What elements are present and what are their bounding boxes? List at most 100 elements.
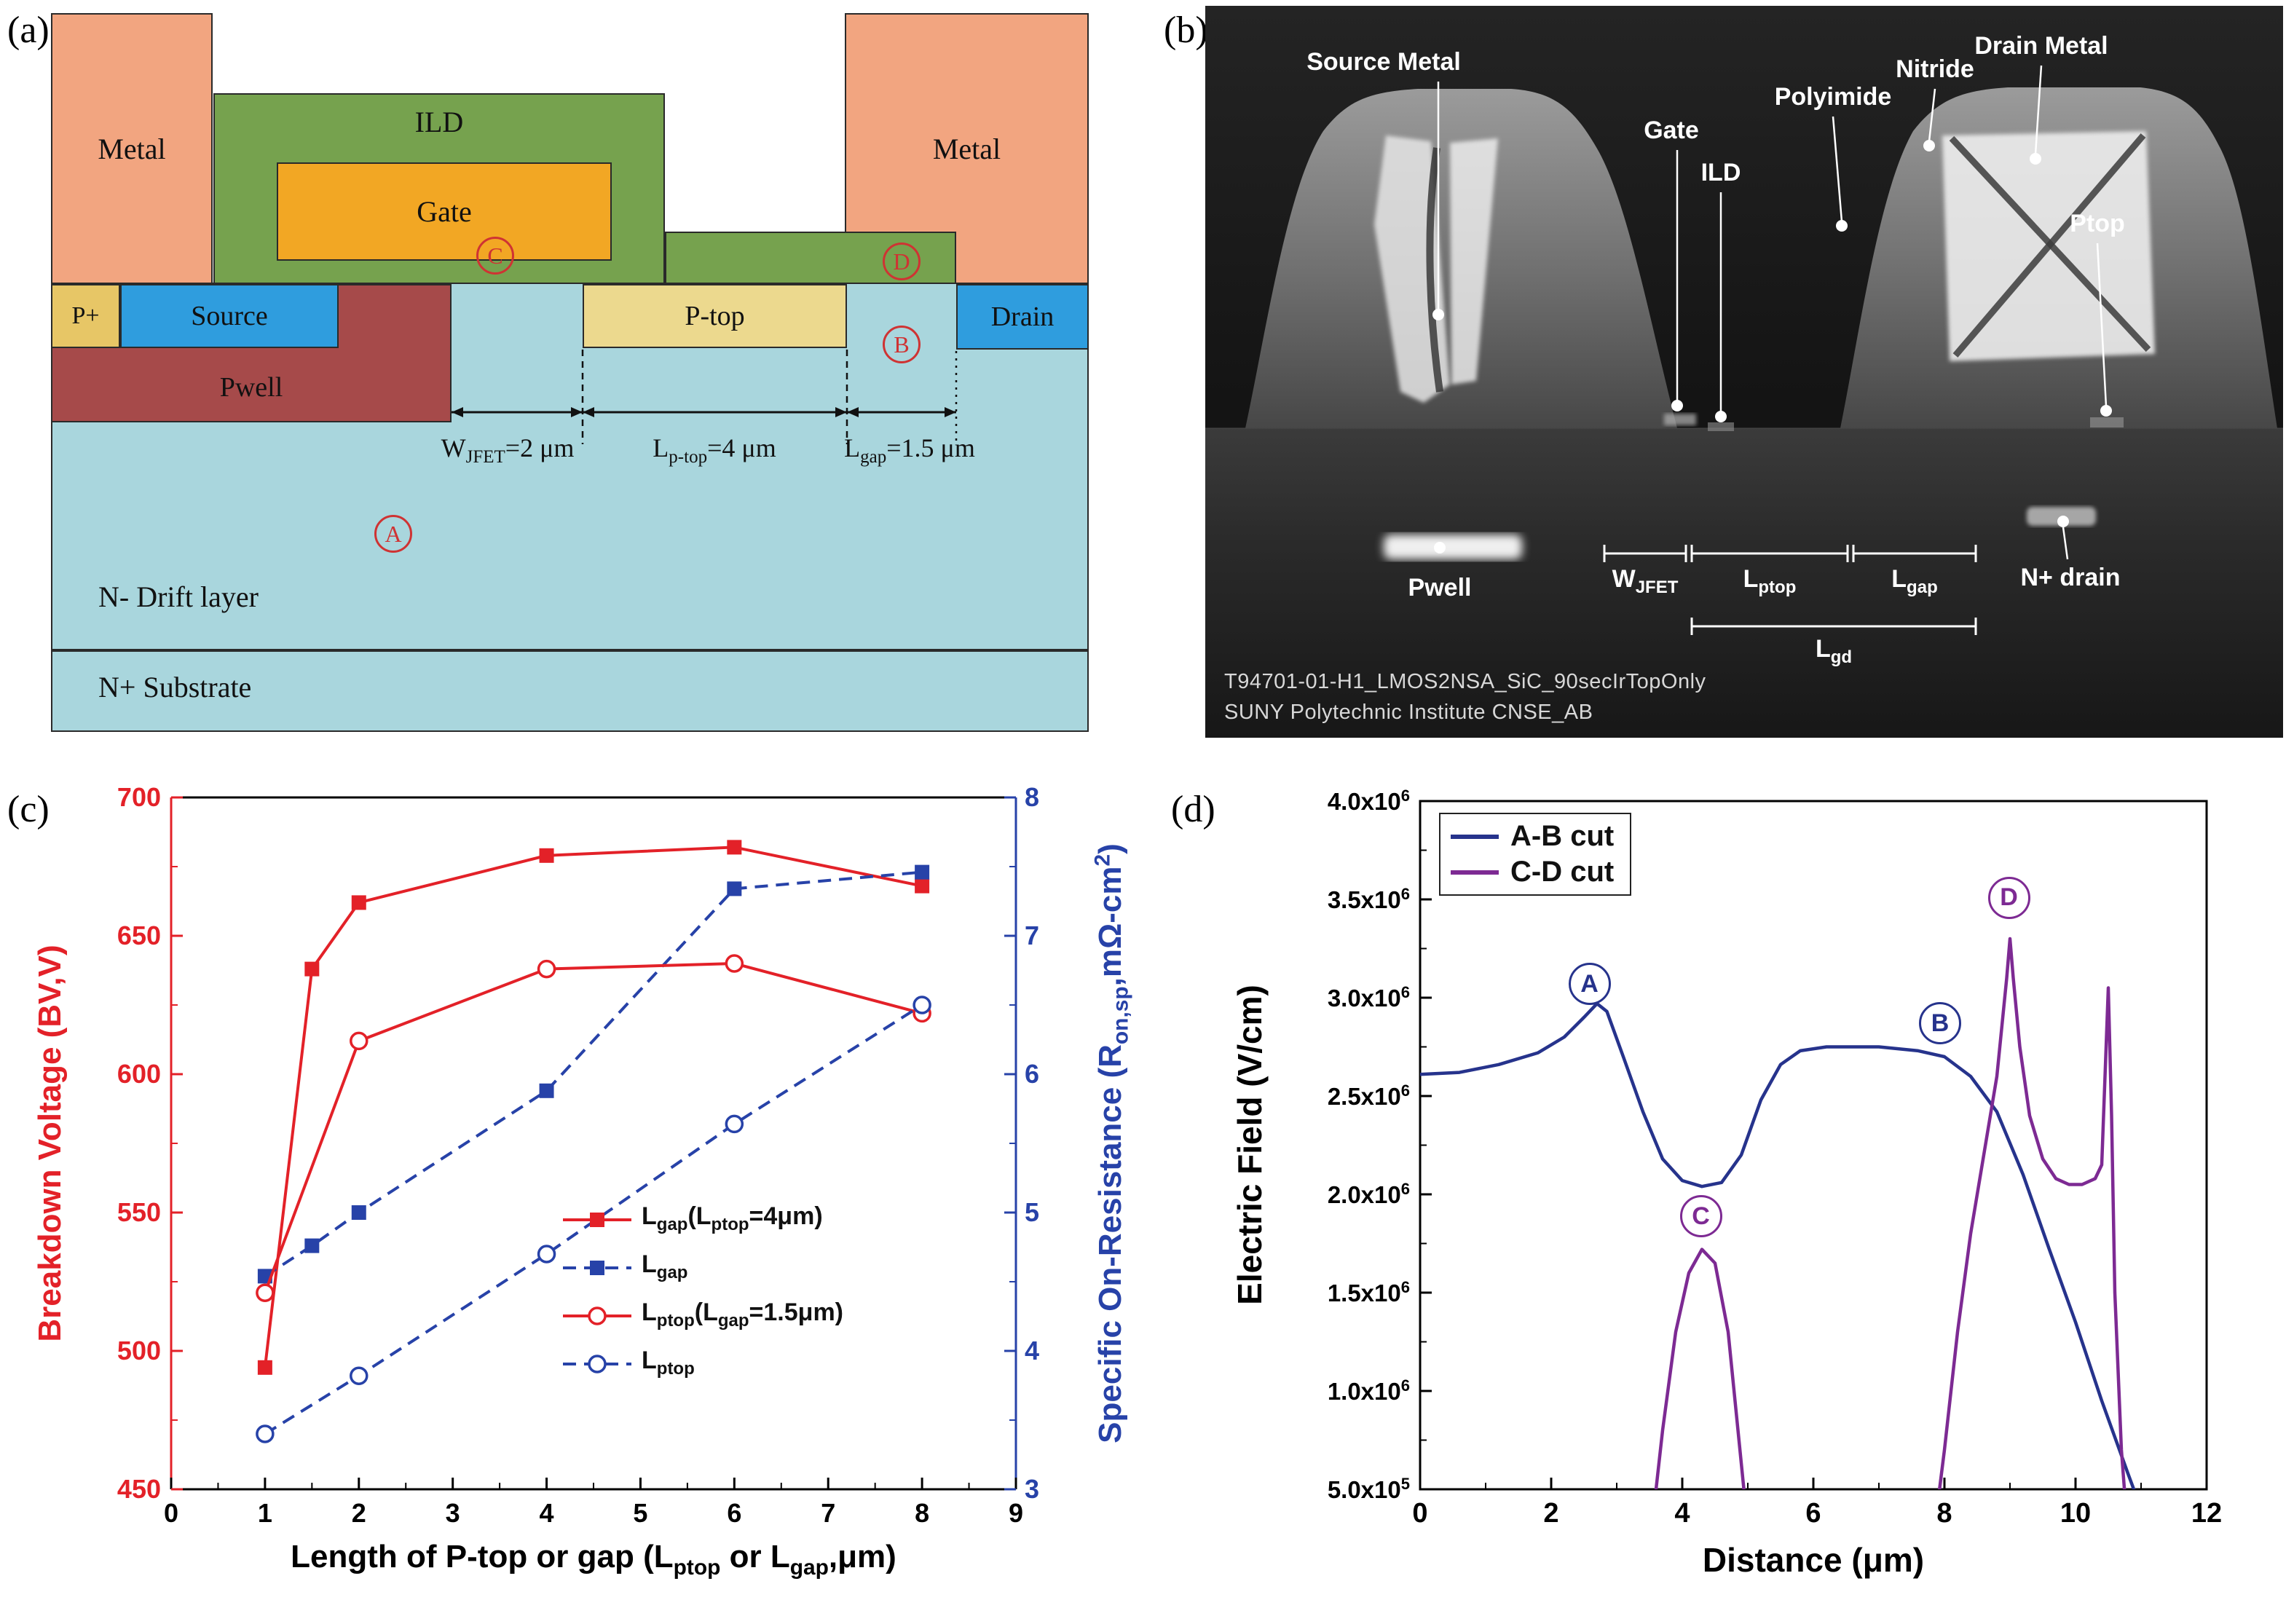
series-line: [1420, 1001, 2136, 1489]
d-legend-row: A-B cut: [1451, 820, 1614, 853]
c-x-tick-label: 1: [257, 1498, 272, 1528]
series-line: [263, 845, 923, 1368]
c-x-tick-label: 8: [915, 1498, 930, 1528]
sem-label-lgd: Lgd: [1815, 635, 1853, 667]
panel-d-chart: Electric Field (V/cm) Distance (μm) 5.0x…: [1202, 783, 2287, 1620]
n-substrate-region: [51, 650, 1089, 732]
sem-label-wjfet: WJFET: [1612, 565, 1679, 597]
c-right-tick-label: 6: [1025, 1059, 1040, 1089]
c-right-tick-label: 4: [1025, 1336, 1040, 1365]
substrate-label: N+ Substrate: [98, 671, 252, 703]
series-line: [264, 1004, 923, 1435]
d-y-tick-label: 3.5x106: [1327, 885, 1410, 913]
panel-a-device-schematic: Metal Metal ILD Gate Pwell P+ Source P-t…: [18, 13, 1154, 763]
measurement-brackets: [1603, 545, 1977, 635]
metal-left-region: Metal: [51, 13, 213, 284]
c-x-axis-title: Length of P-top or gap (Lptop or Lgap,μm…: [291, 1539, 896, 1580]
c-x-tick-label: 4: [539, 1498, 554, 1528]
d-y-tick-label: 1.5x106: [1327, 1278, 1410, 1306]
series-marker: [539, 1083, 554, 1098]
drain-label: Drain: [990, 301, 1055, 332]
sem-label-polyimide: Polyimide: [1774, 83, 1892, 111]
sem-label-nitride: Nitride: [1896, 55, 1974, 83]
c-right-axis-title: Specific On-Resistance (Ron,sp,mΩ-cm2): [1090, 843, 1133, 1443]
c-left-tick-label: 650: [117, 921, 161, 950]
wjfet-dimension-label: WJFET=2 μm: [441, 433, 575, 468]
drift-layer-label: N- Drift layer: [98, 580, 259, 613]
p-top-region: P-top: [583, 284, 847, 348]
label-dots: [1432, 140, 2112, 553]
series-marker: [590, 1213, 604, 1227]
d-y-tick-label: 2.0x106: [1327, 1180, 1410, 1208]
c-x-tick-label: 3: [445, 1498, 460, 1528]
sem-label-ild: ILD: [1700, 159, 1741, 186]
d-y-tick-label: 2.5x106: [1327, 1081, 1410, 1110]
marker-a-circle: A: [374, 515, 412, 553]
series-marker: [257, 1360, 272, 1375]
label-connector-lines: [1437, 65, 2108, 560]
c-x-tick-label: 5: [633, 1498, 648, 1528]
metal-right-label: Metal: [932, 132, 1001, 165]
lptop-dimension-label: Lp-top=4 μm: [653, 433, 776, 468]
d-annotation-a: A: [1568, 963, 1611, 1006]
series-marker: [725, 954, 744, 973]
c-left-tick-label: 700: [117, 782, 161, 812]
c-x-tick-label: 2: [351, 1498, 366, 1528]
series-marker: [588, 1355, 607, 1373]
c-legend-label: Lptop(Lgap=1.5μm): [642, 1298, 844, 1331]
ild-label: ILD: [414, 106, 464, 138]
source-region: Source: [120, 284, 339, 348]
pwell-label: Pwell: [219, 372, 283, 403]
series-marker: [256, 1283, 275, 1302]
gate-label: Gate: [417, 195, 472, 228]
sem-caption-line2: SUNY Polytechnic Institute CNSE_AB: [1224, 701, 1593, 724]
p-plus-label: P+: [71, 302, 100, 329]
marker-c-circle: C: [476, 237, 514, 275]
series-line: [264, 870, 923, 1278]
series-marker: [727, 881, 742, 896]
c-legend-label: Lgap: [642, 1250, 688, 1282]
sem-label-gate: Gate: [1644, 117, 1699, 144]
series-marker: [725, 1114, 744, 1134]
c-left-tick-label: 450: [117, 1474, 161, 1504]
series-marker: [727, 840, 742, 855]
d-x-tick-label: 2: [1543, 1498, 1559, 1529]
c-left-tick-label: 600: [117, 1059, 161, 1089]
d-annotation-c: C: [1679, 1195, 1722, 1237]
series-marker: [537, 1245, 556, 1264]
d-legend: A-B cut C-D cut: [1439, 813, 1632, 896]
d-x-tick-label: 10: [2060, 1498, 2092, 1529]
c-right-tick-label: 7: [1025, 921, 1040, 950]
d-x-tick-label: 4: [1674, 1498, 1690, 1529]
series-marker: [256, 1424, 275, 1443]
sem-label-ptop: Ptop: [2070, 210, 2125, 237]
sem-micrograph: [1205, 6, 2283, 738]
c-left-axis-title: Breakdown Voltage (BV,V): [32, 945, 68, 1342]
series-marker: [588, 1306, 607, 1325]
sem-label-lptop: Lptop: [1743, 565, 1797, 597]
panel-c-chart: Breakdown Voltage (BV,V) Specific On-Res…: [11, 782, 1147, 1620]
d-x-tick-label: 6: [1805, 1498, 1821, 1529]
sem-label-source-metal: Source Metal: [1306, 48, 1461, 76]
d-legend-swatch: [1451, 834, 1499, 839]
c-x-tick-label: 9: [1008, 1498, 1024, 1528]
panel-c-letter: (c): [7, 789, 50, 830]
pwell-implant-bright-bar: [1384, 535, 1522, 559]
sem-label-lgap: Lgap: [1891, 565, 1938, 597]
series-marker: [304, 961, 320, 977]
d-x-tick-label: 8: [1936, 1498, 1952, 1529]
d-legend-label: C-D cut: [1510, 856, 1615, 888]
sem-caption-line1: T94701-01-H1_LMOS2NSA_SiC_90secIrTopOnly: [1224, 670, 1706, 693]
sem-label-n-drain: N+ drain: [2020, 564, 2121, 591]
series-marker: [304, 1238, 320, 1253]
c-right-tick-label: 8: [1025, 782, 1040, 812]
series-marker: [915, 864, 930, 880]
d-y-tick-label: 4.0x106: [1327, 787, 1410, 815]
series-marker: [590, 1261, 604, 1275]
lgap-dimension-label: Lgap=1.5 μm: [844, 433, 975, 468]
series-marker: [915, 878, 930, 894]
panel-b-sem-image: Source Metal Gate ILD Polyimide Nitride …: [1205, 6, 2283, 738]
d-x-axis-title: Distance (μm): [1702, 1541, 1925, 1579]
c-left-tick-label: 500: [117, 1336, 161, 1365]
